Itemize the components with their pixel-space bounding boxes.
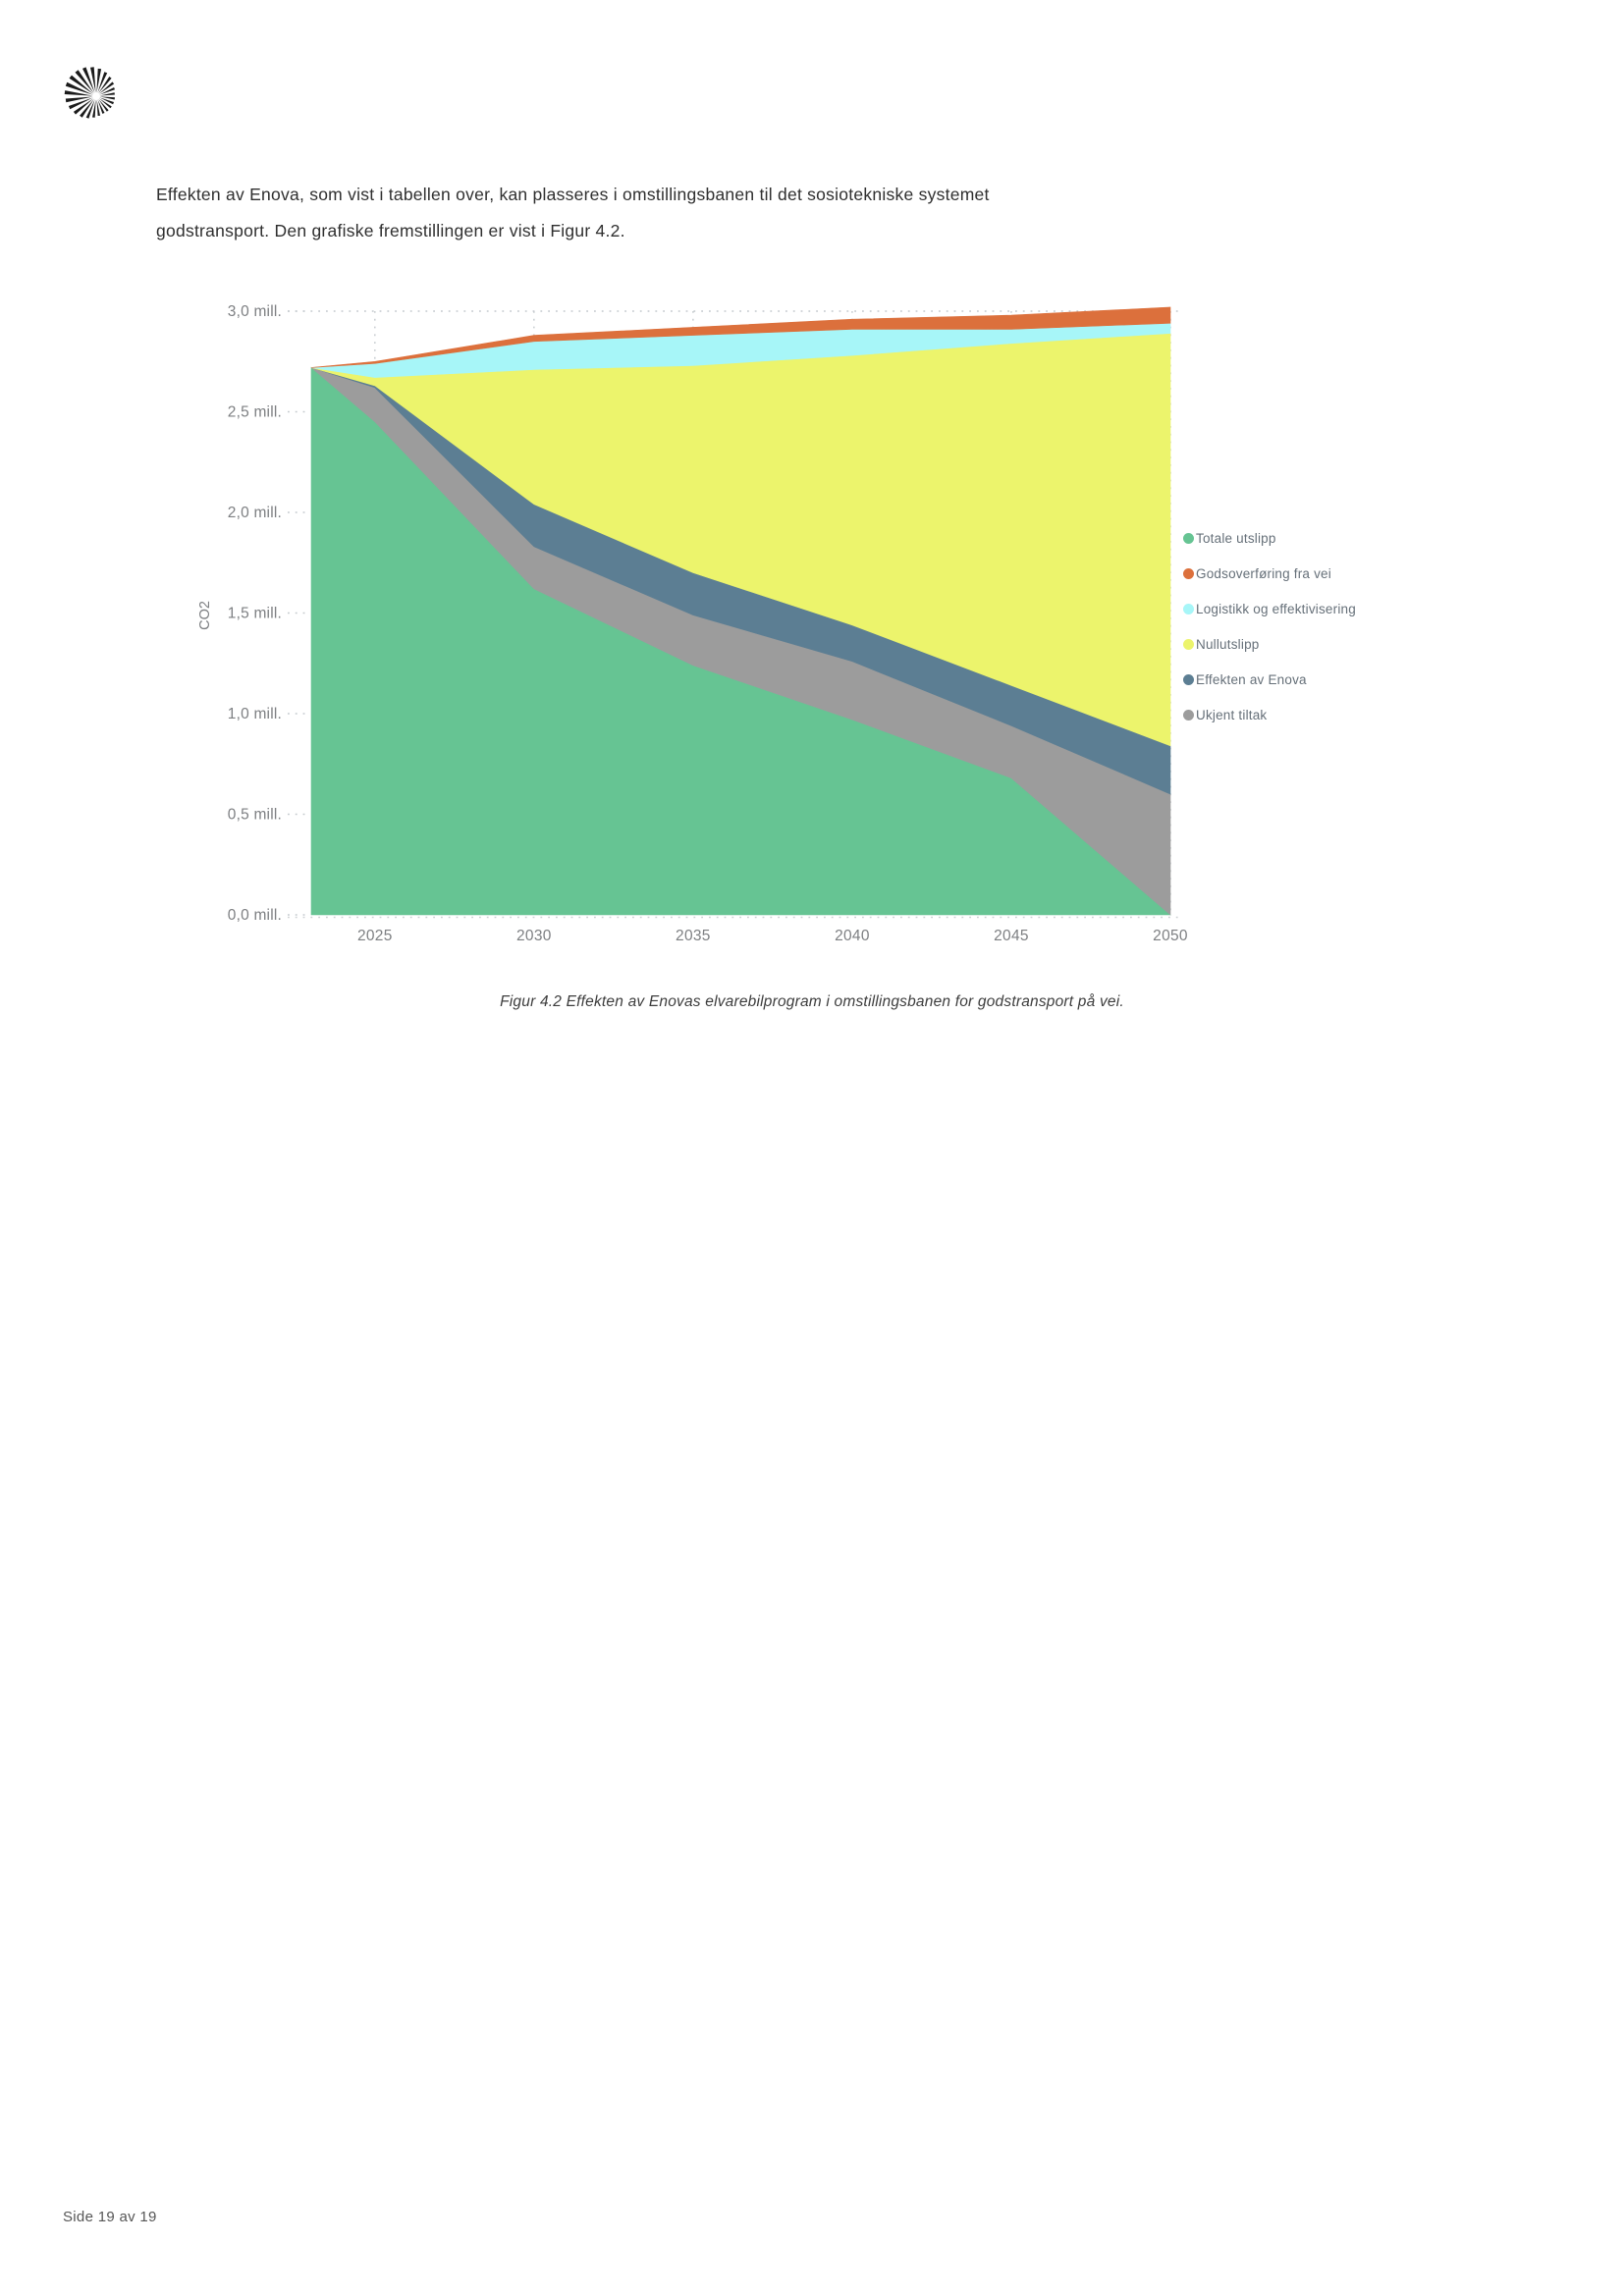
y-tick-label: 2,5 mill. bbox=[228, 404, 282, 421]
legend-item-label: Godsoverføring fra vei bbox=[1196, 565, 1331, 581]
legend-item: Effekten av Enova bbox=[1183, 662, 1356, 697]
y-tick-label: 1,5 mill. bbox=[228, 606, 282, 622]
figure-caption: Figur 4.2 Effekten av Enovas elvarebilpr… bbox=[500, 993, 1124, 1010]
starburst-spoke bbox=[68, 97, 93, 110]
area-totale-utslipp bbox=[310, 366, 1171, 916]
legend-item: Nullutslipp bbox=[1183, 626, 1356, 662]
starburst-spoke bbox=[99, 87, 115, 95]
area-ukjent-tiltak bbox=[310, 367, 1171, 916]
x-tick-label: 2025 bbox=[357, 928, 393, 944]
legend-item-label: Nullutslipp bbox=[1196, 636, 1260, 652]
legend-item-label: Totale utslipp bbox=[1196, 530, 1276, 546]
x-tick-label: 2040 bbox=[835, 928, 870, 944]
chart-axis-labels: 3,0 mill. 2,5 mill. 2,0 mill. 1,5 mill. 1,0 … bbox=[197, 303, 1188, 944]
starburst-spoke bbox=[99, 96, 115, 100]
starburst-spoke bbox=[99, 92, 115, 96]
starburst-spoke bbox=[98, 98, 112, 109]
starburst-spoke bbox=[96, 68, 102, 93]
chart-gridlines bbox=[288, 310, 1180, 919]
legend-item-label: Ukjent tiltak bbox=[1196, 707, 1268, 722]
starburst-spoke bbox=[98, 81, 115, 94]
starburst-spoke bbox=[75, 70, 94, 94]
legend-dot-icon bbox=[1183, 603, 1194, 614]
starburst-spoke bbox=[80, 98, 94, 118]
legend-item-label: Effekten av Enova bbox=[1196, 671, 1307, 687]
starburst-spoke bbox=[64, 90, 93, 96]
starburst-spoke bbox=[98, 77, 112, 94]
legend-item: Ukjent tiltak bbox=[1183, 697, 1356, 732]
starburst-spoke bbox=[96, 99, 100, 116]
paragraph-line-1: Effekten av Enova, som vist i tabellen o… bbox=[156, 185, 990, 204]
x-tick-label: 2030 bbox=[516, 928, 552, 944]
legend-item: Logistikk og effektivisering bbox=[1183, 591, 1356, 626]
page-number: Side 19 av 19 bbox=[63, 2209, 157, 2225]
starburst-spoke bbox=[97, 72, 108, 93]
starburst-spoke bbox=[90, 67, 96, 93]
legend-dot-icon bbox=[1183, 638, 1194, 650]
y-tick-label: 3,0 mill. bbox=[228, 303, 282, 320]
y-tick-label: 0,5 mill. bbox=[228, 807, 282, 824]
starburst-spoke bbox=[65, 81, 93, 95]
starburst-spoke bbox=[99, 97, 114, 105]
stacked-area-chart: 3,0 mill. 2,5 mill. 2,0 mill. 1,5 mill. 1,0 … bbox=[197, 303, 1188, 944]
x-tick-label: 2035 bbox=[676, 928, 711, 944]
starburst-spoke bbox=[97, 99, 105, 114]
y-tick-label: 1,0 mill. bbox=[228, 706, 282, 722]
area-logistikk-og-effektivisering bbox=[310, 322, 1171, 378]
body-paragraph: Effekten av Enova, som vist i tabellen o… bbox=[156, 177, 1423, 249]
starburst-icon bbox=[64, 67, 115, 119]
legend-item: Godsoverføring fra vei bbox=[1183, 556, 1356, 591]
paragraph-line-2: godstransport. Den grafiske fremstilling… bbox=[156, 221, 625, 240]
area-effekten-av-enova bbox=[310, 367, 1171, 795]
starburst-spoke bbox=[82, 67, 95, 93]
legend-dot-icon bbox=[1183, 673, 1194, 685]
starburst-spoke bbox=[98, 98, 109, 112]
legend-item: Totale utslipp bbox=[1183, 520, 1356, 556]
starburst-spoke bbox=[73, 98, 94, 115]
legend-item-label: Logistikk og effektivisering bbox=[1196, 601, 1356, 616]
legend-dot-icon bbox=[1183, 567, 1194, 579]
y-tick-label: 0,0 mill. bbox=[228, 907, 282, 924]
figure-4-2: 3,0 mill. 2,5 mill. 2,0 mill. 1,5 mill. 1,0 … bbox=[0, 0, 1624, 1080]
x-tick-label: 2050 bbox=[1153, 928, 1188, 944]
chart-legend: Totale utslipp Godsoverføring fra vei Logi… bbox=[1183, 520, 1356, 732]
starburst-spoke bbox=[69, 75, 94, 94]
starburst-spoke bbox=[85, 99, 95, 119]
legend-dot-icon bbox=[1183, 532, 1194, 544]
starburst-spoke bbox=[65, 96, 93, 103]
legend-dot-icon bbox=[1183, 709, 1194, 721]
chart-areas bbox=[310, 306, 1171, 916]
area-godsoverf-ring-fra-vei bbox=[310, 306, 1171, 368]
starburst-spoke bbox=[92, 99, 96, 118]
x-tick-label: 2045 bbox=[994, 928, 1029, 944]
y-axis-title: CO2 bbox=[197, 601, 213, 630]
y-tick-label: 2,0 mill. bbox=[228, 505, 282, 521]
area-nullutslipp bbox=[310, 333, 1171, 747]
enova-starburst-logo bbox=[64, 67, 115, 119]
